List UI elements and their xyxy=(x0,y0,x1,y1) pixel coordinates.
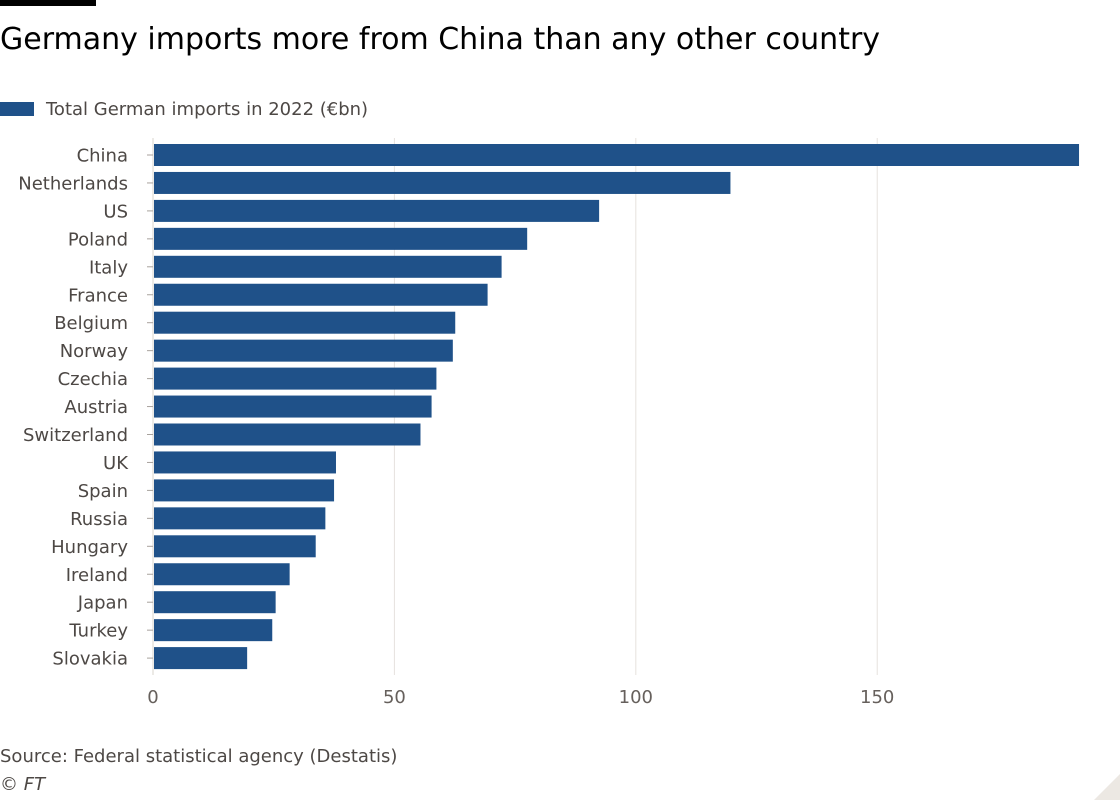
y-tick-label: Netherlands xyxy=(18,173,128,194)
y-tick-label: Slovakia xyxy=(52,649,128,670)
y-tick-label: US xyxy=(103,201,128,222)
bar xyxy=(154,144,1080,166)
y-tick-label: Russia xyxy=(70,509,128,530)
bar xyxy=(154,395,432,418)
top-rule xyxy=(0,0,96,6)
y-tick-label: France xyxy=(68,285,128,306)
credit: © FT xyxy=(0,774,46,795)
bar xyxy=(154,423,421,446)
y-tick-label: Italy xyxy=(89,257,128,278)
bar xyxy=(154,479,335,502)
source-note: Source: Federal statistical agency (Dest… xyxy=(0,746,398,767)
legend-swatch xyxy=(0,102,34,116)
page-corner-fold xyxy=(1094,774,1120,800)
y-tick-label: China xyxy=(77,146,128,167)
bar xyxy=(154,283,488,306)
bar xyxy=(154,647,248,670)
y-tick-label: Poland xyxy=(68,229,128,250)
bar xyxy=(154,367,437,390)
y-tick-label: Belgium xyxy=(54,313,128,334)
bar xyxy=(154,311,456,334)
x-tick-label: 50 xyxy=(383,687,406,708)
bar xyxy=(154,451,336,474)
y-tick-label: Czechia xyxy=(58,369,128,390)
x-tick-label: 150 xyxy=(860,687,894,708)
y-tick-label: Japan xyxy=(77,593,128,614)
y-tick-label: Norway xyxy=(60,341,129,362)
bar xyxy=(154,227,528,250)
bar xyxy=(154,619,273,642)
y-tick-label: Austria xyxy=(64,397,128,418)
legend: Total German imports in 2022 (€bn) xyxy=(0,96,368,122)
y-tick-label: Turkey xyxy=(68,621,128,642)
chart-title: Germany imports more from China than any… xyxy=(0,22,881,57)
bar xyxy=(154,199,600,222)
bar xyxy=(154,255,502,278)
bar xyxy=(154,591,276,614)
x-tick-label: 0 xyxy=(147,687,158,708)
y-tick-label: Spain xyxy=(78,481,128,502)
bar xyxy=(154,563,290,586)
y-tick-label: Hungary xyxy=(51,537,128,558)
y-tick-label: Switzerland xyxy=(23,425,128,446)
bar xyxy=(154,535,316,558)
legend-label: Total German imports in 2022 (€bn) xyxy=(46,98,369,120)
bar xyxy=(154,507,326,530)
bar-chart: 0 50 100 150 China Netherlands US Poland Italy Fr… xyxy=(18,138,1080,708)
x-tick-label: 100 xyxy=(619,687,653,708)
bar xyxy=(154,171,731,194)
y-tick-label: Ireland xyxy=(66,565,128,586)
bar xyxy=(154,339,453,362)
y-tick-label: UK xyxy=(103,453,129,474)
